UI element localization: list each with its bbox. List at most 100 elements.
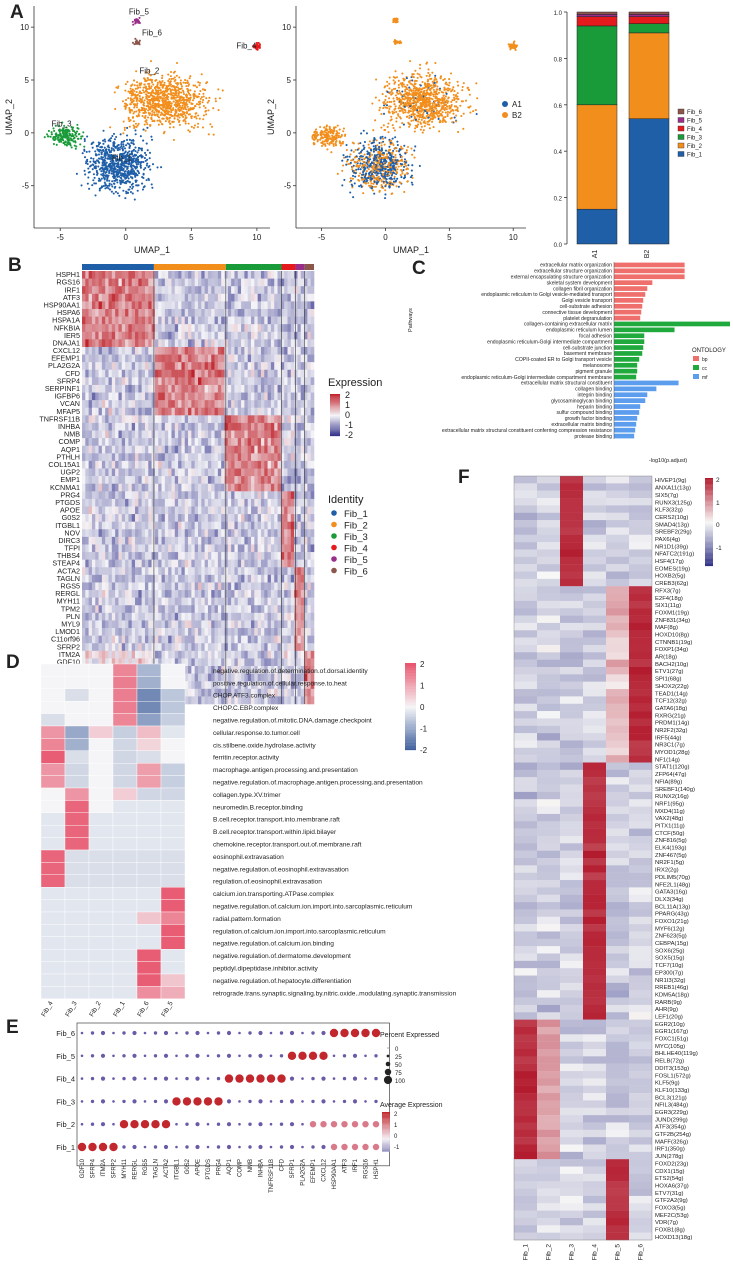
umap-point xyxy=(152,83,155,86)
umap-point xyxy=(392,169,395,172)
umap-point xyxy=(388,145,391,148)
umap-point xyxy=(384,171,387,174)
umap-point xyxy=(326,132,329,135)
umap-point xyxy=(429,77,432,80)
umap-point xyxy=(413,104,416,107)
heatmap-b-cell xyxy=(260,286,265,295)
heatmap-b-cell xyxy=(260,362,265,371)
umap-point xyxy=(406,93,409,97)
umap-point xyxy=(422,108,425,112)
umap-point xyxy=(319,133,322,137)
heatmap-b-cell xyxy=(274,293,278,302)
heatmap-b-cell xyxy=(297,339,302,348)
umap-point xyxy=(332,138,335,141)
heatmap-b-cell xyxy=(284,369,288,378)
heatmap-b-cell xyxy=(284,301,288,310)
umap-point xyxy=(432,88,435,91)
umap-point xyxy=(392,159,395,162)
umap-point xyxy=(384,173,387,176)
umap-point xyxy=(98,189,101,192)
umap-point xyxy=(435,111,438,114)
umap-point xyxy=(363,163,366,166)
heatmap-b-cell xyxy=(211,316,215,325)
umap-point xyxy=(127,97,130,100)
umap-point xyxy=(363,140,367,144)
umap-point xyxy=(368,158,371,161)
umap-point xyxy=(137,21,140,24)
umap-point xyxy=(182,119,185,122)
umap-point xyxy=(405,77,408,80)
bar-legend-label: Fib_1 xyxy=(687,153,703,159)
umap-point xyxy=(143,116,146,119)
umap-point xyxy=(405,86,408,89)
heatmap-b-cell xyxy=(231,362,235,371)
umap-point xyxy=(131,158,134,161)
heatmap-b-cell xyxy=(297,346,302,355)
umap-point xyxy=(415,79,418,82)
heatmap-b-cell xyxy=(101,354,106,363)
heatmap-b-cell xyxy=(171,293,176,302)
umap-point xyxy=(159,103,162,107)
umap-point xyxy=(469,111,472,114)
umap-point xyxy=(148,70,151,73)
umap-point xyxy=(380,160,383,163)
heatmap-b-cell xyxy=(178,271,182,279)
umap-point xyxy=(200,73,203,76)
umap-point xyxy=(434,116,437,119)
umap-point xyxy=(173,114,176,117)
umap-point xyxy=(334,134,337,137)
umap-point xyxy=(386,157,389,160)
heatmap-b-cell xyxy=(178,346,182,355)
umap-point xyxy=(128,138,131,141)
heatmap-b-cell xyxy=(131,278,136,287)
umap-point xyxy=(55,143,58,146)
umap-point xyxy=(388,186,391,189)
umap-point xyxy=(188,101,191,104)
heatmap-b-cell xyxy=(164,324,169,333)
umap-point xyxy=(140,98,143,101)
umap-point xyxy=(413,156,416,159)
umap-point xyxy=(116,168,119,172)
umap-point xyxy=(144,129,147,132)
heatmap-b-cell xyxy=(257,271,262,279)
umap-point xyxy=(396,140,399,143)
heatmap-b-cell xyxy=(148,339,152,348)
heatmap-b-cell xyxy=(95,339,99,348)
heatmap-b-cell xyxy=(217,369,222,378)
heatmap-b-cell xyxy=(115,301,119,310)
umap-point xyxy=(88,187,91,190)
umap-y-tick-label: 10 xyxy=(282,23,291,32)
heatmap-b-cell xyxy=(247,286,252,295)
umap-point xyxy=(378,177,382,180)
umap-point xyxy=(380,149,383,152)
umap-point xyxy=(351,184,354,187)
umap-point xyxy=(378,150,381,153)
heatmap-b-cell xyxy=(138,369,142,378)
umap-point xyxy=(146,123,149,126)
umap-point xyxy=(141,107,144,110)
umap-point xyxy=(382,124,385,127)
umap-point xyxy=(434,103,437,106)
umap-point xyxy=(428,85,431,88)
heatmap-b-cell xyxy=(247,331,252,340)
umap-point xyxy=(371,141,374,144)
heatmap-b-cell xyxy=(234,316,239,325)
heatmap-b-cell xyxy=(151,286,156,295)
umap-point xyxy=(202,104,205,108)
heatmap-b-cell xyxy=(244,286,249,295)
umap-point xyxy=(387,122,390,125)
umap-point xyxy=(125,138,129,141)
umap-point xyxy=(142,86,145,89)
umap-point xyxy=(165,84,168,88)
umap-point xyxy=(200,96,203,99)
umap-point xyxy=(445,92,448,95)
umap-point xyxy=(383,86,386,89)
umap-point xyxy=(126,167,129,170)
umap-point xyxy=(98,142,102,145)
umap-point xyxy=(378,109,381,112)
umap-point xyxy=(402,83,405,86)
heatmap-b-cell xyxy=(267,286,272,295)
umap-cluster-label: Fib_5 xyxy=(129,7,150,16)
umap-point xyxy=(96,148,99,151)
umap-point xyxy=(186,79,189,82)
